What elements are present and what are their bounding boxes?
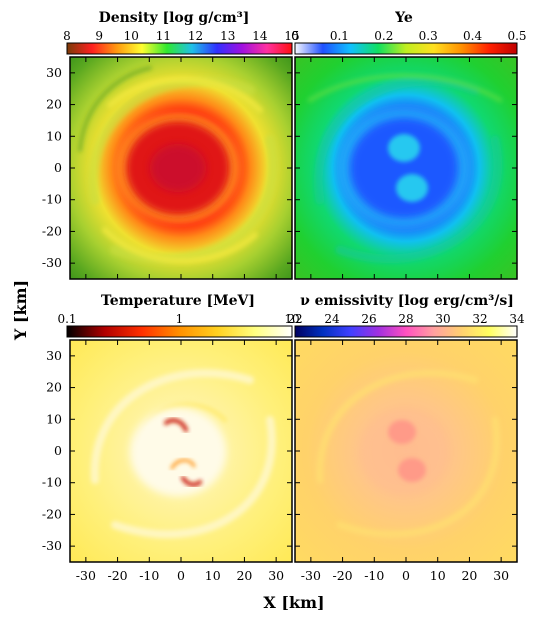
colorbar-tick-label: 11 bbox=[156, 29, 171, 43]
x-tick-label: -10 bbox=[139, 568, 159, 583]
temperature-map bbox=[70, 340, 292, 562]
x-tick-label: 20 bbox=[236, 568, 252, 583]
colorbar-tick-label: 13 bbox=[220, 29, 235, 43]
colorbar-tick-label: 9 bbox=[95, 29, 103, 43]
panel-title-temperature: Temperature [MeV] bbox=[101, 293, 255, 309]
panel-title-ye: Ye bbox=[394, 10, 413, 26]
x-tick-label: 10 bbox=[205, 568, 221, 583]
y-tick-label: -30 bbox=[42, 255, 62, 270]
colorbar-tick-label: 0.5 bbox=[507, 29, 526, 43]
colorbar-temperature bbox=[66, 325, 293, 338]
colorbar-tick-label: 8 bbox=[63, 29, 71, 43]
x-tick-label: -20 bbox=[108, 568, 128, 583]
x-tick-label: 0 bbox=[402, 568, 410, 583]
colorbar-tick-label: 0.2 bbox=[374, 29, 393, 43]
x-axis-label: X [km] bbox=[263, 593, 324, 612]
x-tick-label: 0 bbox=[177, 568, 185, 583]
colorbar-tick-label: 22 bbox=[287, 312, 302, 326]
y-tick-label: -20 bbox=[42, 506, 62, 521]
x-tick-label: 30 bbox=[493, 568, 509, 583]
colorbar-ye bbox=[294, 42, 518, 55]
y-tick-label: -10 bbox=[42, 192, 62, 207]
y-tick-label: 20 bbox=[46, 97, 62, 112]
y-tick-label: -20 bbox=[42, 223, 62, 238]
y-tick-label: 30 bbox=[46, 348, 62, 363]
colorbar-tick-label: 14 bbox=[252, 29, 268, 43]
y-tick-label: 30 bbox=[46, 65, 62, 80]
colorbar-tick-label: 15 bbox=[284, 29, 299, 43]
y-tick-label: 0 bbox=[54, 443, 62, 458]
colorbar-tick-label: 0.1 bbox=[330, 29, 349, 43]
panel-title-emissivity: ν emissivity [log erg/cm³/s] bbox=[300, 293, 514, 309]
y-tick-label: -30 bbox=[42, 538, 62, 553]
colorbar-tick-label: 30 bbox=[435, 312, 450, 326]
colorbar-tick-label: 10 bbox=[284, 312, 299, 326]
x-tick-label: -30 bbox=[76, 568, 96, 583]
x-tick-label: 20 bbox=[461, 568, 477, 583]
colorbar-tick-label: 28 bbox=[398, 312, 413, 326]
colorbar-tick-label: 12 bbox=[188, 29, 203, 43]
colorbar-tick-label: 1 bbox=[176, 312, 184, 326]
y-tick-label: 10 bbox=[46, 411, 62, 426]
y-tick-label: 0 bbox=[54, 160, 62, 175]
colorbar-tick-label: 32 bbox=[472, 312, 487, 326]
x-tick-label: 10 bbox=[430, 568, 446, 583]
colorbar-tick-label: 24 bbox=[324, 312, 340, 326]
x-tick-label: -10 bbox=[364, 568, 384, 583]
colorbar-density bbox=[66, 42, 293, 55]
ye-map bbox=[295, 57, 517, 279]
emissivity-map bbox=[295, 340, 517, 562]
y-tick-label: 10 bbox=[46, 128, 62, 143]
y-tick-label: 20 bbox=[46, 380, 62, 395]
x-tick-label: -30 bbox=[301, 568, 321, 583]
colorbar-tick-label: 10 bbox=[124, 29, 139, 43]
density-map bbox=[70, 57, 292, 279]
colorbar-tick-label: 0.4 bbox=[463, 29, 482, 43]
y-tick-label: -10 bbox=[42, 475, 62, 490]
colorbar-tick-label: 34 bbox=[509, 312, 525, 326]
x-tick-label: 30 bbox=[268, 568, 284, 583]
colorbar-tick-label: 26 bbox=[361, 312, 376, 326]
colorbar-tick-label: 0 bbox=[291, 29, 299, 43]
x-tick-label: -20 bbox=[333, 568, 353, 583]
panel-title-density: Density [log g/cm³] bbox=[99, 10, 250, 26]
colorbar-tick-label: 0.3 bbox=[419, 29, 438, 43]
y-axis-label: Y [km] bbox=[11, 280, 30, 341]
colorbar-tick-label: 0.1 bbox=[57, 312, 76, 326]
colorbar-emissivity bbox=[294, 325, 518, 338]
